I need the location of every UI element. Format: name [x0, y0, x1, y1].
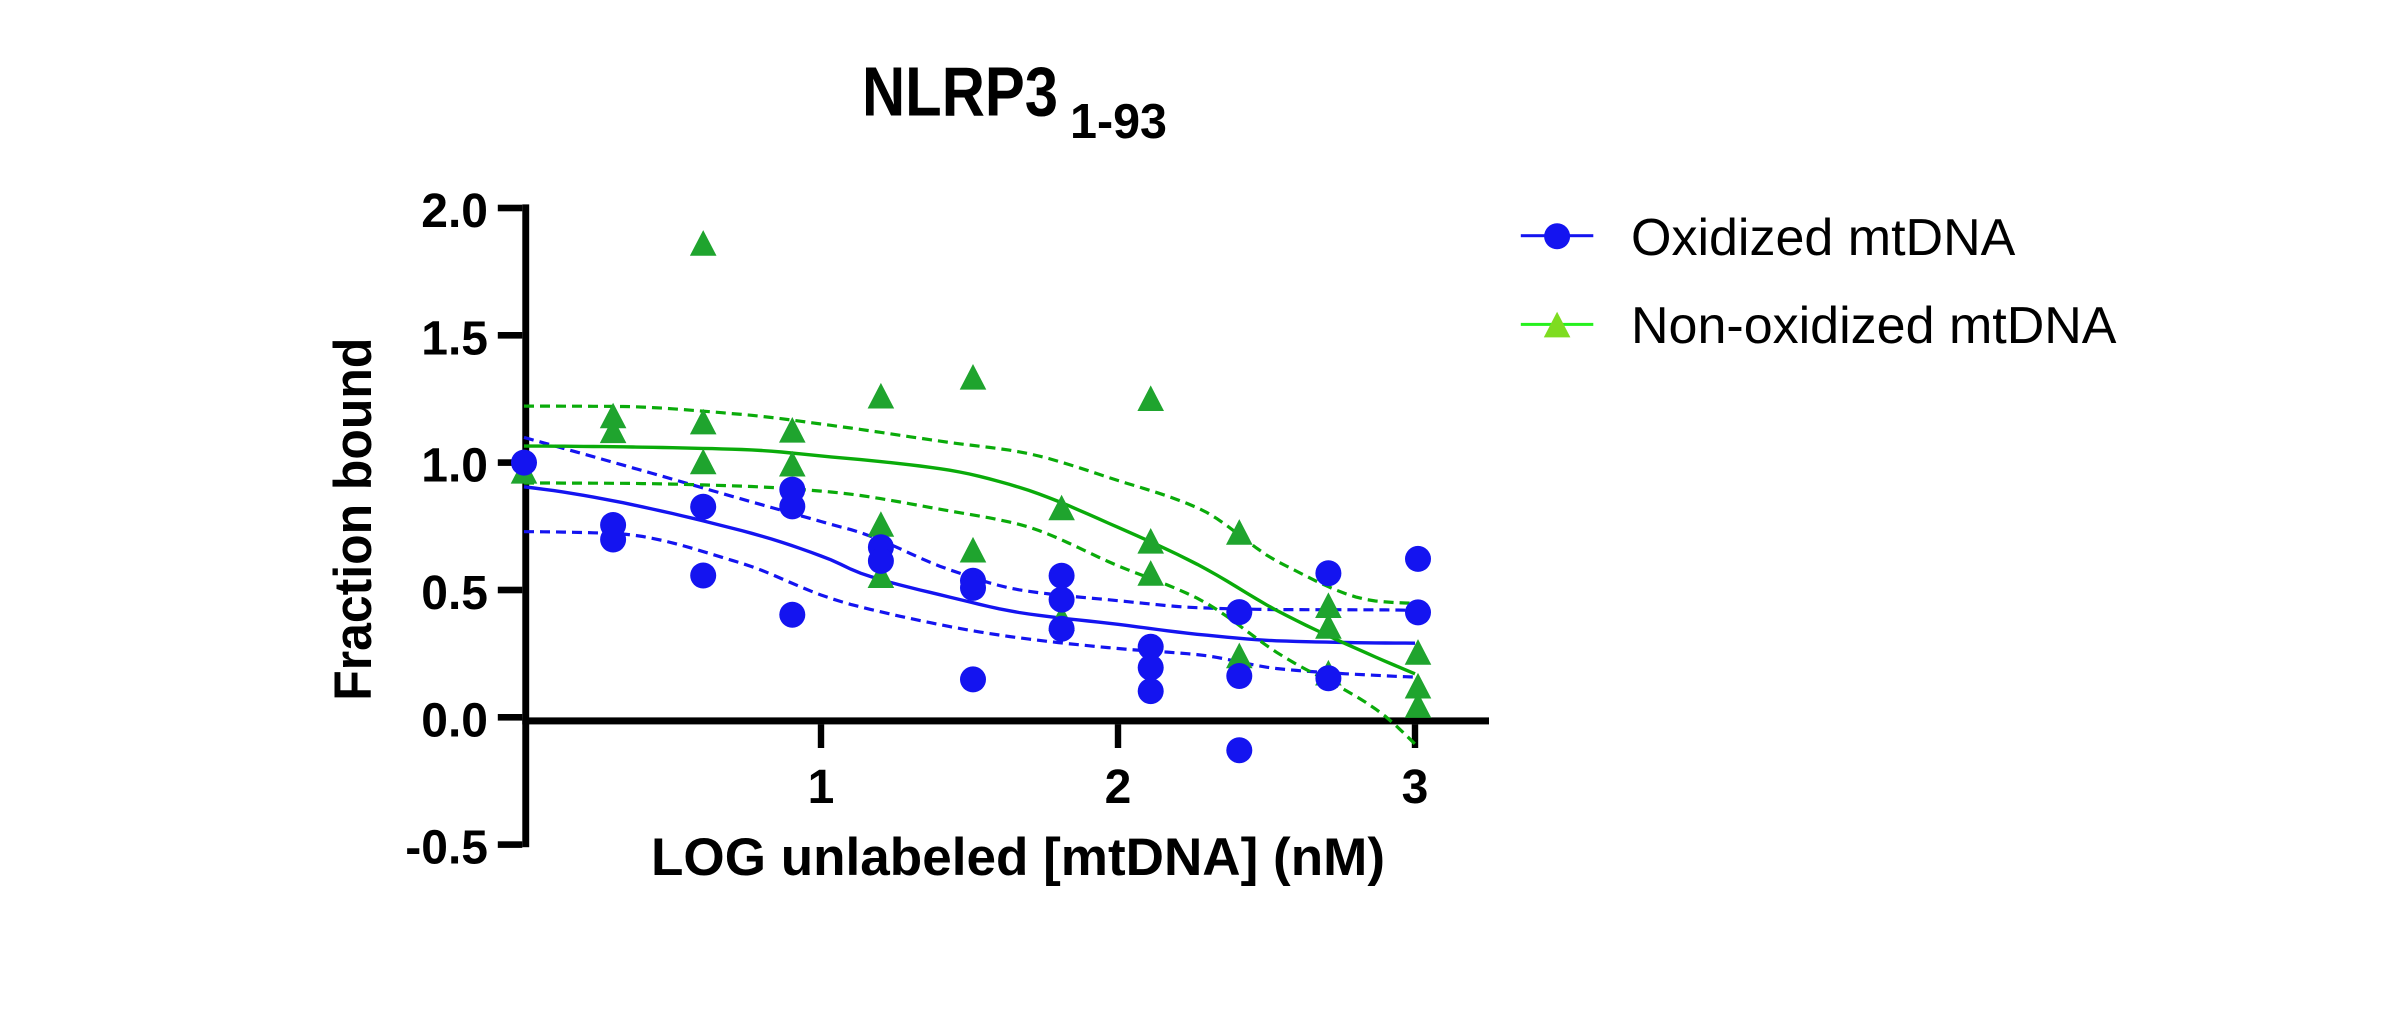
svg-text:NLRP3: NLRP3: [862, 53, 1058, 131]
svg-text:1.5: 1.5: [421, 312, 488, 365]
svg-text:0.5: 0.5: [421, 567, 488, 620]
svg-text:LOG unlabeled [mtDNA] (nM): LOG unlabeled [mtDNA] (nM): [651, 828, 1385, 887]
svg-text:2.0: 2.0: [421, 185, 488, 238]
svg-text:Oxidized mtDNA: Oxidized mtDNA: [1631, 209, 2016, 267]
svg-text:1.0: 1.0: [421, 440, 488, 493]
svg-text:2: 2: [1105, 761, 1132, 814]
svg-text:Fraction bound: Fraction bound: [324, 338, 383, 701]
svg-text:3: 3: [1402, 761, 1429, 814]
svg-text:0.0: 0.0: [421, 694, 488, 747]
svg-text:1: 1: [808, 761, 835, 814]
svg-text:-0.5: -0.5: [405, 822, 488, 875]
svg-text:Non-oxidized mtDNA: Non-oxidized mtDNA: [1631, 297, 2117, 355]
svg-text:1-93: 1-93: [1070, 95, 1167, 149]
